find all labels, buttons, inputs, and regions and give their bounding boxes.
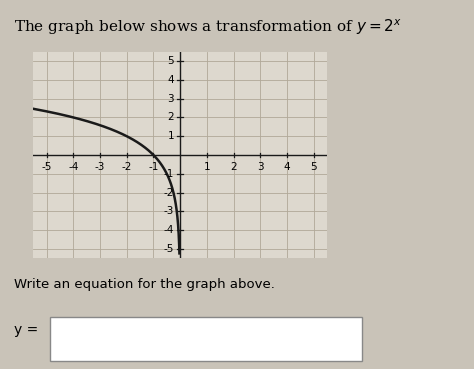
FancyBboxPatch shape [50, 317, 362, 361]
Text: -2: -2 [164, 187, 174, 197]
Text: -5: -5 [41, 162, 52, 172]
Text: -5: -5 [164, 244, 174, 254]
Text: 4: 4 [168, 75, 174, 85]
Text: y =: y = [14, 323, 38, 337]
Text: -3: -3 [164, 206, 174, 216]
Text: Write an equation for the graph above.: Write an equation for the graph above. [14, 278, 275, 291]
Text: -1: -1 [164, 169, 174, 179]
Text: -4: -4 [68, 162, 78, 172]
Text: 3: 3 [168, 94, 174, 104]
Text: 2: 2 [168, 113, 174, 123]
Text: 4: 4 [283, 162, 290, 172]
Text: -4: -4 [164, 225, 174, 235]
Text: 5: 5 [168, 56, 174, 66]
Text: 3: 3 [257, 162, 264, 172]
Text: -3: -3 [95, 162, 105, 172]
Text: 1: 1 [203, 162, 210, 172]
Text: 5: 5 [310, 162, 317, 172]
Text: -2: -2 [121, 162, 132, 172]
Text: The graph below shows a transformation of $y = 2^x$: The graph below shows a transformation o… [14, 18, 402, 38]
Text: 1: 1 [168, 131, 174, 141]
Text: -1: -1 [148, 162, 159, 172]
Text: 2: 2 [230, 162, 237, 172]
